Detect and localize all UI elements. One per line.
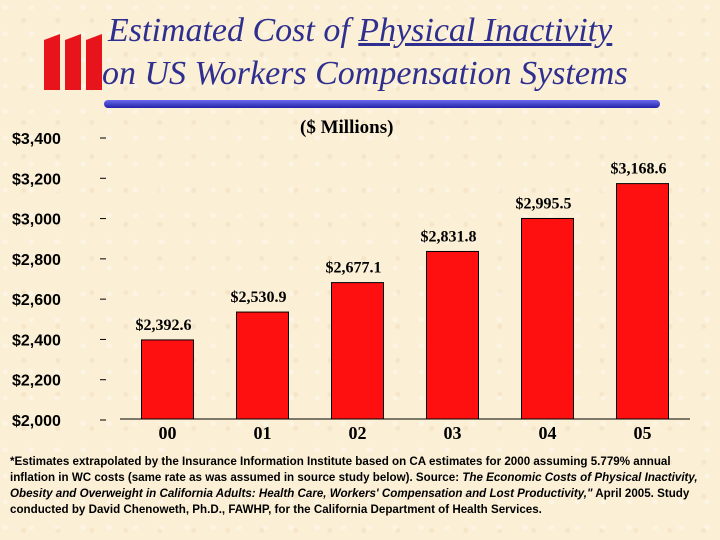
y-tick-label: $2,600 <box>12 292 61 309</box>
footnote-text: *Estimates extrapolated by the Insurance… <box>10 455 671 484</box>
bar-value-label: $3,168.6 <box>611 161 667 178</box>
y-tick-label: $2,200 <box>12 373 61 390</box>
bar-value-label: $2,831.8 <box>421 228 477 245</box>
footnote: *Estimates extrapolated by the Insurance… <box>10 454 716 518</box>
bar-series: $2,392.6 $2,530.9 $2,677.1 $2,831.8 $2,995.5… <box>136 161 669 420</box>
x-tick-label: 05 <box>634 423 652 443</box>
bar-value-label: $2,677.1 <box>326 260 382 277</box>
bar <box>141 339 194 420</box>
x-tick-label: 04 <box>539 423 557 443</box>
title-emphasis: Physical Inactivity <box>358 12 613 49</box>
y-tick-label: $3,000 <box>12 212 61 229</box>
title-line-1: Estimated Cost of Physical Inactivity <box>108 12 612 49</box>
bar <box>236 311 289 420</box>
bar-value-label: $2,392.6 <box>136 317 192 334</box>
y-tick-label: $2,800 <box>12 252 61 269</box>
footnote-source-title: The Economic Costs of Physical Inactivit… <box>10 471 698 500</box>
bar-chart: $2,000 $2,200 $2,400 $2,600 $2,800 $3,000 $3,2… <box>12 131 690 443</box>
iii-logo-icon <box>44 34 102 90</box>
x-axis: 00 01 02 03 04 05 <box>159 423 652 443</box>
x-tick-label: 00 <box>159 423 177 443</box>
y-axis: $2,000 $2,200 $2,400 $2,600 $2,800 $3,000 $3,2… <box>12 131 690 430</box>
bar <box>426 250 479 420</box>
footnote-study: April 2005. Study conducted by David Che… <box>10 487 690 516</box>
chart-subtitle: ($ Millions) <box>300 117 394 138</box>
x-tick-label: 01 <box>254 423 272 443</box>
bar <box>331 282 384 420</box>
x-tick-label: 03 <box>444 423 462 443</box>
title-rule <box>104 100 660 108</box>
bar <box>616 183 669 420</box>
title-prefix: Estimated Cost of <box>108 12 359 49</box>
title-line-2: on US Workers Compensation Systems <box>102 55 628 92</box>
bar <box>521 217 574 420</box>
y-tick-label: $3,400 <box>12 131 61 148</box>
y-tick-label: $3,200 <box>12 171 61 188</box>
x-tick-label: 02 <box>349 423 367 443</box>
bar-value-label: $2,530.9 <box>231 289 287 306</box>
bar-value-label: $2,995.5 <box>516 195 572 212</box>
y-tick-label: $2,000 <box>12 413 61 430</box>
y-tick-label: $2,400 <box>12 332 61 349</box>
